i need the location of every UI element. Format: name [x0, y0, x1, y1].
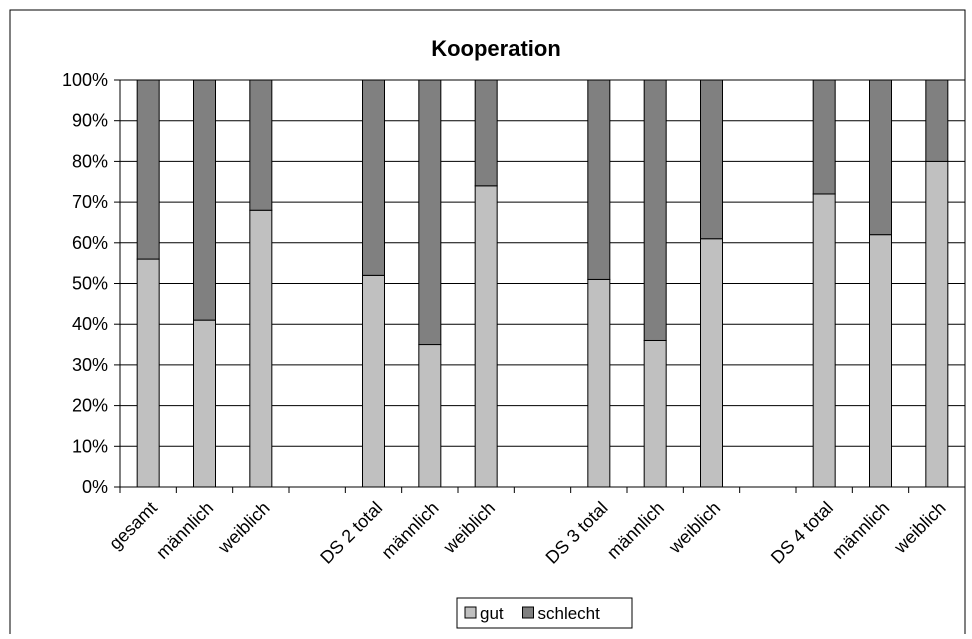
bar-gut: [643, 339, 667, 488]
y-tick-label: 40%: [72, 314, 108, 334]
bar-schlecht: [136, 79, 160, 260]
y-tick-label: 100%: [62, 70, 108, 90]
y-tick-label: 10%: [72, 436, 108, 456]
y-tick-label: 90%: [72, 111, 108, 131]
bar-gut: [418, 344, 442, 488]
bar-gut: [925, 160, 949, 488]
bar-schlecht: [362, 79, 385, 276]
y-tick-label: 20%: [72, 396, 108, 416]
bar-gut: [362, 274, 385, 488]
bar-schlecht: [418, 79, 442, 346]
legend-swatch-schlecht: [522, 606, 534, 619]
y-tick-label: 60%: [72, 233, 108, 253]
bar-schlecht: [700, 79, 723, 240]
bar-gut: [136, 258, 160, 488]
bar-gut: [249, 209, 273, 488]
bar-schlecht: [249, 79, 273, 211]
bar-schlecht: [812, 79, 836, 195]
bar-gut: [193, 319, 216, 488]
bar-schlecht: [193, 79, 216, 321]
y-tick-label: 30%: [72, 355, 108, 375]
legend-label-schlecht: schlecht: [538, 604, 601, 623]
y-tick-label: 0%: [82, 477, 108, 497]
y-tick-label: 70%: [72, 192, 108, 212]
bar-schlecht: [474, 79, 498, 187]
bar-schlecht: [869, 79, 892, 236]
bar-gut: [700, 238, 723, 488]
bar-schlecht: [587, 79, 611, 280]
bar-schlecht: [925, 79, 949, 162]
bar-schlecht: [643, 79, 667, 341]
y-tick-label: 80%: [72, 151, 108, 171]
bar-gut: [869, 234, 892, 488]
bar-gut: [587, 278, 611, 488]
bar-gut: [812, 193, 836, 488]
legend-box: [456, 597, 633, 629]
chart-title: Kooperation: [431, 36, 561, 61]
legend-label-gut: gut: [480, 604, 504, 623]
legend-swatch-gut: [464, 606, 477, 619]
y-tick-label: 50%: [72, 274, 108, 294]
bar-gut: [474, 185, 498, 488]
